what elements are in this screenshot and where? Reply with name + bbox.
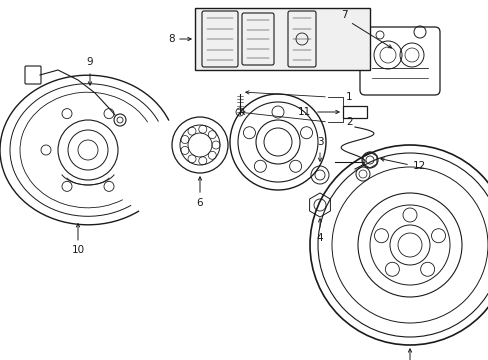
Text: 1: 1 xyxy=(346,92,352,102)
Bar xyxy=(195,8,369,70)
Bar xyxy=(342,106,366,118)
Text: 2: 2 xyxy=(346,117,352,127)
Text: 6: 6 xyxy=(196,198,203,208)
Text: 3: 3 xyxy=(316,137,323,147)
Text: 8: 8 xyxy=(168,34,175,44)
Text: 4: 4 xyxy=(316,233,323,243)
Text: 11: 11 xyxy=(297,107,310,117)
Text: 9: 9 xyxy=(86,57,93,67)
Text: 7: 7 xyxy=(341,10,347,20)
Text: 12: 12 xyxy=(412,161,426,171)
Text: 10: 10 xyxy=(71,245,84,255)
